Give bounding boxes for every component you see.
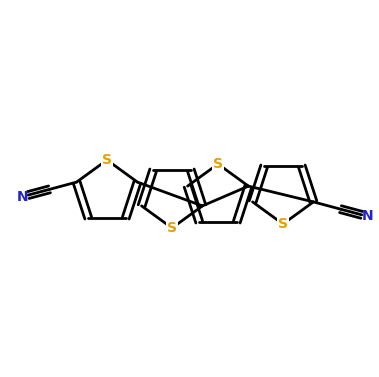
Text: S: S xyxy=(102,153,112,167)
Text: S: S xyxy=(213,157,223,171)
Text: N: N xyxy=(17,190,28,204)
Text: S: S xyxy=(278,217,288,231)
Text: S: S xyxy=(167,221,177,235)
Text: N: N xyxy=(362,209,373,224)
